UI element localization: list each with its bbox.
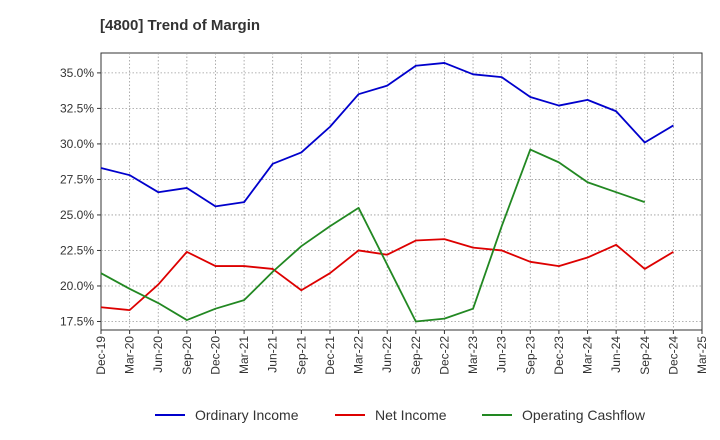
x-axis-ticks: Dec-19 Mar-20 Jun-20 Sep-20 Dec-20 Mar-21 Jun-… [94, 330, 709, 375]
x-tick-label: Mar-23 [466, 336, 480, 374]
legend-label: Operating Cashflow [522, 407, 646, 423]
x-tick-label: Dec-21 [323, 336, 337, 375]
x-tick-label: Mar-24 [581, 336, 595, 374]
y-tick-label: 25.0% [60, 208, 94, 222]
y-tick-label: 17.5% [60, 314, 94, 328]
y-tick-label: 22.5% [60, 243, 94, 257]
y-axis-ticks: 17.5% 20.0% 22.5% 25.0% 27.5% 30.0% 32.5% 35.0% [60, 66, 101, 328]
y-tick-label: 20.0% [60, 279, 94, 293]
plot-area [100, 52, 703, 331]
x-tick-label: Mar-20 [123, 336, 137, 374]
series-line [100, 148, 646, 323]
x-tick-label: Dec-22 [437, 336, 451, 375]
x-tick-label: Sep-24 [638, 336, 652, 375]
legend: Ordinary Income Net Income Operating Cashf… [155, 407, 646, 423]
series-line [100, 62, 674, 208]
x-tick-label: Sep-23 [523, 336, 537, 375]
x-tick-label: Dec-23 [552, 336, 566, 375]
x-tick-label: Dec-24 [666, 336, 680, 375]
legend-label: Net Income [375, 407, 447, 423]
x-tick-label: Dec-20 [208, 336, 222, 375]
legend-label: Ordinary Income [195, 407, 299, 423]
x-tick-label: Sep-21 [294, 336, 308, 375]
x-tick-label: Sep-22 [409, 336, 423, 375]
chart-title: [4800] Trend of Margin [100, 17, 260, 34]
x-tick-label: Sep-20 [180, 336, 194, 375]
x-tick-label: Dec-19 [94, 336, 108, 375]
series-line [100, 238, 674, 312]
x-tick-label: Jun-20 [151, 336, 165, 373]
x-tick-label: Jun-23 [495, 336, 509, 373]
y-tick-label: 27.5% [60, 172, 94, 186]
y-tick-label: 30.0% [60, 137, 94, 151]
y-tick-label: 32.5% [60, 101, 94, 115]
series-lines [100, 62, 674, 323]
x-tick-label: Jun-24 [609, 336, 623, 373]
x-tick-label: Mar-22 [352, 336, 366, 374]
y-tick-label: 35.0% [60, 66, 94, 80]
x-tick-label: Mar-25 [695, 336, 709, 374]
x-tick-label: Mar-21 [237, 336, 251, 374]
x-tick-label: Jun-21 [266, 336, 280, 373]
x-tick-label: Jun-22 [380, 336, 394, 373]
